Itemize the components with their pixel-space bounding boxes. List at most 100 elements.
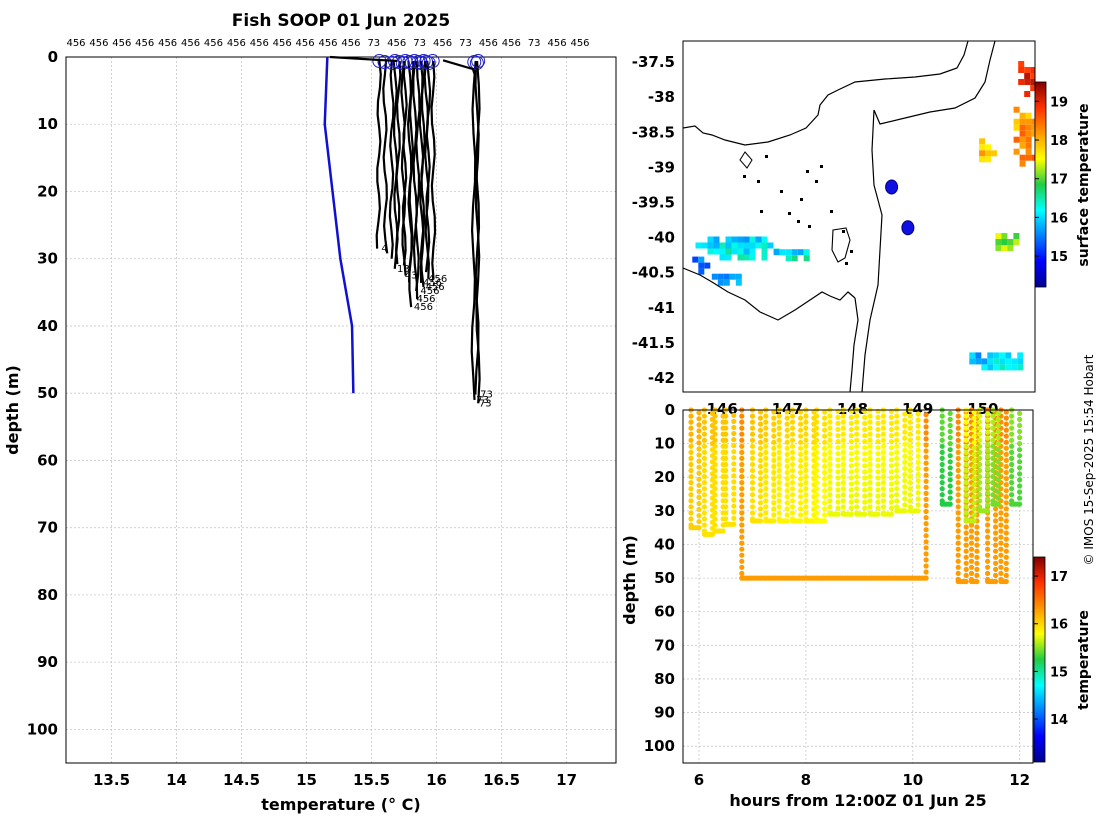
island [806,170,809,173]
sst-colorbar-ticks: 15 16 17 18 19 [1035,95,1068,265]
temperature-sample [835,445,841,451]
profile-y-label: depth (m) [3,365,22,455]
temperature-sample [995,459,1001,465]
temperature-sample [789,504,796,510]
temperature-sample [894,425,900,431]
climatology-profile [323,56,355,394]
temperature-sample [955,522,961,528]
temperature-sample [1003,554,1009,560]
temperature-sample [1017,465,1023,471]
temperature-sample [875,457,881,463]
sst-cell [723,273,730,280]
temperature-sample [803,486,809,492]
profile-top-label: 456 [181,38,200,49]
temperature-sample [902,453,908,459]
temperature-sample [955,413,961,419]
temperature-sample [862,463,868,469]
temperature-sample [848,475,854,481]
sst-cell [985,150,992,157]
temperature-sample [701,522,708,528]
temperature-sample [1017,459,1023,465]
temperature-sample [880,449,887,455]
temperature-sample [955,437,961,443]
temperature-sample [968,570,975,577]
sst-cell [995,239,1002,245]
temperature-sample [739,528,745,534]
temperature-sample [723,413,729,419]
temperature-sample [822,494,828,500]
temperature-sample [907,455,913,461]
temperature-sample [923,569,929,575]
sst-cell [1019,124,1026,131]
sst-cell [698,268,705,275]
temperature-sample [985,417,991,423]
temperature-sample [998,552,1004,558]
sst-cell [1019,142,1026,149]
temperature-sample [955,540,961,546]
xbt-profile [400,60,407,276]
temperature-sample [888,451,895,457]
temp-colorbar-tick: 14 [1050,713,1068,728]
temperature-sample [993,512,999,518]
sst-cell [1025,124,1032,131]
sst-cell [1013,148,1020,155]
temperature-sample [990,443,996,449]
map-lon-tick: 147 [772,400,803,418]
temperature-sample [784,415,790,421]
temperature-sample [1009,480,1015,486]
temperature-sample [803,413,809,419]
temperature-sample [971,463,977,470]
sst-cell [1001,245,1008,251]
timeseries-x-tick: 8 [801,771,811,789]
temperature-sample [955,443,961,449]
temperature-sample [939,431,945,437]
temperature-sample [985,522,991,528]
island [760,210,763,213]
temperature-sample [827,486,833,492]
temperature-sample [822,506,828,512]
timeseries-y-tick: 70 [654,636,675,654]
sst-cell [1025,112,1032,119]
temperature-sample [739,534,745,540]
temperature-sample [749,449,756,455]
temperature-sample [907,419,913,425]
sst-cell [1030,79,1035,85]
sst-cell [711,273,718,280]
temperature-sample [822,439,828,445]
temperature-sample [712,449,718,455]
profile-top-label: 456 [433,38,452,49]
temperature-sample [854,498,860,504]
temperature-sample [712,492,718,498]
temperature-sample [880,437,887,443]
sst-cell [743,236,750,243]
sst-cell [1013,136,1020,143]
temperature-sample [731,424,737,431]
temperature-sample [985,429,991,435]
temperature-sample [757,427,764,433]
xbt-profile [470,60,477,400]
temperature-sample [875,475,881,481]
temperature-sample [749,492,756,498]
temperature-sample [848,499,854,505]
temperature-sample [862,457,868,463]
temperature-sample [862,433,868,439]
temperature-sample [985,570,991,577]
temperature-sample [827,431,833,437]
temperature-sample [947,428,953,435]
sst-cell [981,364,988,371]
temperature-sample [963,542,969,548]
temperature-sample [990,413,996,419]
temperature-sample [1017,477,1023,483]
temperature-sample [763,498,769,504]
temperature-sample [923,466,929,472]
temperature-sample [963,492,969,498]
island [830,210,833,213]
temperature-sample [757,488,764,494]
temperature-sample [1017,471,1023,477]
temperature-sample [971,427,977,433]
temperature-sample [798,482,804,488]
map-tick-labels: -37.5 -38 -38.5 -39 -39.5 -40 -40.5 -41 -41.5 -42… [632,53,999,418]
temperature-sample [749,437,756,443]
temperature-sample [822,415,828,421]
temperature-sample [902,496,908,502]
